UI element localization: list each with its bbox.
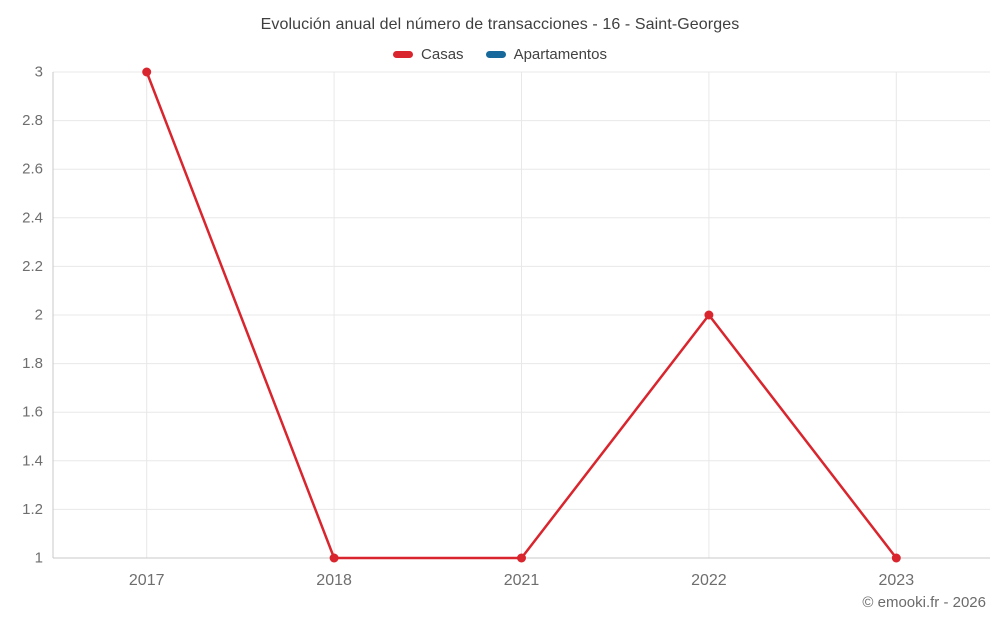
legend-item-apartamentos[interactable]: Apartamentos (485, 46, 607, 63)
data-point-casas-2021[interactable] (517, 553, 526, 563)
x-tick-label-2021: 2021 (504, 572, 540, 589)
y-tick-label-2.8: 2.8 (22, 112, 43, 129)
legend-label-casas: Casas (421, 46, 464, 63)
x-tick-label-2017: 2017 (129, 572, 165, 589)
y-tick-label-1.4: 1.4 (22, 452, 43, 469)
legend-item-casas[interactable]: Casas (393, 46, 464, 63)
y-tick-label-1.6: 1.6 (22, 404, 43, 421)
legend-swatch-casas (393, 51, 414, 58)
y-tick-label-1.8: 1.8 (22, 355, 43, 372)
y-tick-label-2.6: 2.6 (22, 161, 43, 178)
data-point-casas-2017[interactable] (142, 67, 152, 77)
legend-label-apartamentos: Apartamentos (513, 46, 607, 63)
y-tick-label-2.4: 2.4 (22, 209, 43, 226)
data-point-casas-2022[interactable] (704, 310, 714, 320)
chart-footer-credit: © emooki.fr - 2026 (862, 594, 986, 611)
y-tick-label-3: 3 (35, 64, 43, 81)
legend-swatch-apartamentos (485, 51, 506, 58)
y-tick-label-1.2: 1.2 (22, 501, 43, 518)
data-point-casas-2018[interactable] (329, 553, 339, 563)
y-tick-label-2.2: 2.2 (22, 258, 43, 275)
data-point-casas-2023[interactable] (891, 553, 901, 563)
x-tick-label-2022: 2022 (691, 572, 727, 589)
x-tick-label-2018: 2018 (316, 572, 352, 589)
y-tick-label-2: 2 (35, 307, 43, 324)
x-tick-label-2023: 2023 (879, 572, 915, 589)
chart-legend: Casas Apartamentos (0, 46, 1000, 63)
y-tick-label-1: 1 (35, 550, 43, 567)
chart-title: Evolución anual del número de transaccio… (260, 16, 740, 33)
